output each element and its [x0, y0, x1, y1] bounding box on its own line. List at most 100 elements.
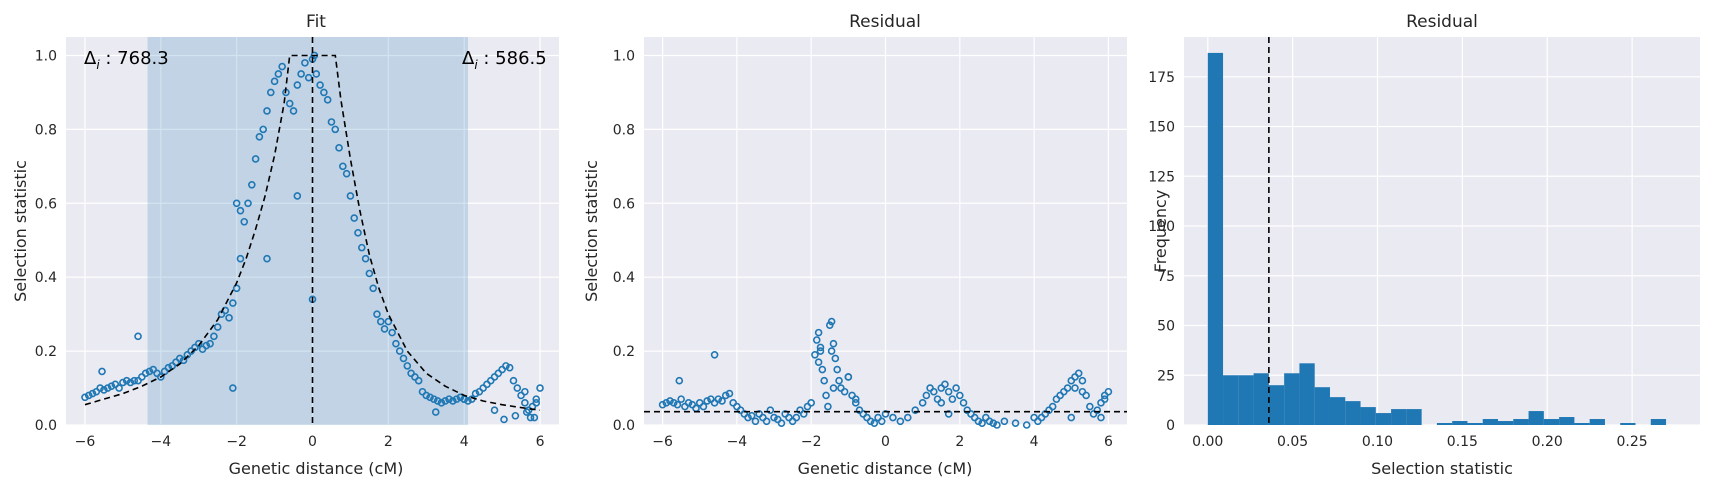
data-point [744, 413, 752, 422]
fit-x-ticks: −6 −4 −2 0 2 4 6 [75, 434, 545, 450]
data-point [658, 400, 667, 409]
y-tick-label: 0.2 [613, 344, 635, 360]
data-point [929, 387, 938, 396]
data-point [1022, 421, 1031, 429]
annotation-right-value: : 586.5 [478, 48, 547, 69]
y-tick-label: 0.0 [35, 418, 57, 434]
data-point [248, 181, 256, 189]
data-point [948, 395, 957, 403]
data-point [157, 373, 165, 381]
y-tick-label: 0.4 [613, 270, 635, 286]
data-point [194, 339, 203, 348]
data-point [820, 376, 828, 385]
data-point [710, 350, 719, 359]
data-point [502, 362, 510, 370]
data-point [339, 162, 347, 171]
data-point [762, 417, 771, 426]
data-point [441, 397, 450, 405]
data-point [88, 389, 97, 398]
histogram-bar [1284, 373, 1300, 425]
data-point [259, 125, 268, 134]
data-point [816, 347, 825, 355]
residual-scatter-x-axis-label: Genetic distance (cM) [798, 459, 973, 478]
data-point [471, 389, 480, 398]
y-tick-label: 1.0 [613, 48, 635, 64]
x-tick-label: 0.00 [1192, 434, 1223, 450]
delta-symbol: Δ [462, 48, 475, 69]
data-point [851, 395, 860, 403]
data-point [452, 395, 461, 403]
data-point [331, 125, 340, 134]
residual-histogram-y-axis-label: Frequency [1151, 190, 1170, 273]
x-tick-label: 4 [1030, 434, 1039, 450]
x-tick-label: 4 [460, 434, 469, 450]
data-point [81, 393, 89, 402]
data-point [827, 347, 836, 355]
data-point [229, 299, 237, 307]
x-tick-label: 0 [881, 434, 890, 450]
fit-shaded-span [147, 37, 468, 425]
x-tick-label: −4 [150, 434, 171, 450]
delta-subscript: i [96, 58, 100, 72]
data-point [522, 408, 531, 416]
data-point [236, 254, 245, 263]
data-point [944, 387, 953, 396]
data-point [422, 391, 431, 400]
data-point [766, 406, 775, 415]
data-point [918, 399, 927, 407]
data-point [1071, 384, 1079, 392]
x-tick-label: 0 [308, 434, 317, 450]
data-point [959, 399, 968, 407]
data-point [829, 384, 838, 392]
data-point [814, 328, 823, 337]
data-point [993, 421, 1001, 429]
data-point [956, 391, 964, 400]
data-point [978, 419, 986, 427]
data-point [96, 384, 104, 392]
data-point [911, 406, 920, 415]
data-point [718, 397, 726, 405]
data-point [952, 384, 960, 392]
data-point [285, 99, 294, 108]
data-point [236, 206, 245, 215]
data-point [251, 155, 260, 163]
data-point [1000, 417, 1009, 426]
x-tick-label: 0.25 [1617, 434, 1648, 450]
residual-histogram-bars [1207, 52, 1667, 426]
data-point [1093, 406, 1102, 415]
y-tick-label: 150 [1148, 120, 1175, 136]
data-point [521, 399, 529, 407]
data-point [263, 107, 271, 115]
data-point [430, 395, 438, 403]
x-tick-label: −2 [801, 434, 822, 450]
fit-x-axis-label: Genetic distance (cM) [229, 459, 404, 478]
histogram-bar [1650, 419, 1667, 425]
data-point [831, 354, 840, 363]
data-point [202, 341, 211, 350]
residual-histogram-plot-background [1184, 37, 1700, 425]
data-point [369, 284, 377, 293]
data-point [532, 395, 541, 403]
fit-annotation-right: Δi : 586.5 [462, 48, 547, 72]
data-point [844, 373, 853, 381]
x-tick-label: 6 [536, 434, 545, 450]
data-point [666, 397, 674, 405]
data-point [145, 367, 154, 376]
data-point [388, 328, 396, 337]
data-point [825, 321, 834, 330]
x-tick-label: −4 [727, 434, 748, 450]
delta-symbol: Δ [84, 48, 97, 69]
data-point [1100, 395, 1109, 403]
residual-scatter-panel: −6 −4 −2 0 2 4 6 0.0 0.2 0.4 0.6 0.8 1.0 Residual G… [582, 12, 1127, 478]
histogram-bar [1238, 375, 1254, 425]
data-point [365, 269, 374, 278]
data-point [699, 402, 708, 411]
data-point [851, 399, 860, 407]
y-tick-label: 25 [1157, 368, 1175, 384]
x-tick-label: −2 [226, 434, 247, 450]
data-point [684, 399, 693, 407]
delta-subscript: i [474, 58, 478, 72]
data-point [376, 317, 385, 326]
fit-title: Fit [306, 12, 326, 32]
data-point [827, 317, 836, 326]
